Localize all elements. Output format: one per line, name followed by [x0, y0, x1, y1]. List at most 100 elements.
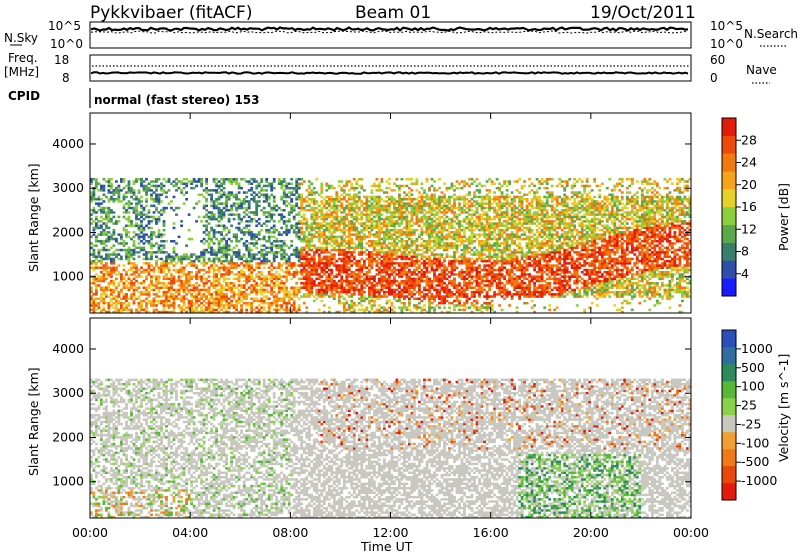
heatmap-cell: [222, 268, 226, 272]
heatmap-cell: [225, 193, 228, 197]
heatmap-cell: [342, 184, 346, 188]
heatmap-cell: [415, 189, 419, 192]
heatmap-cell: [388, 248, 391, 252]
heatmap-cell: [320, 222, 324, 225]
heatmap-cell: [433, 220, 436, 223]
heatmap-cell: [122, 286, 126, 290]
heatmap-cell: [225, 246, 228, 250]
heatmap-cell: [352, 178, 356, 181]
heatmap-cell: [185, 178, 188, 181]
heatmap-cell: [455, 206, 459, 210]
heatmap-cell: [360, 251, 364, 254]
heatmap-cell: [157, 275, 161, 278]
heatmap-cell: [140, 304, 143, 307]
heatmap-cell: [95, 224, 98, 228]
heatmap-cell: [275, 271, 279, 274]
heatmap-cell: [340, 217, 344, 221]
heatmap-cell: [282, 271, 286, 274]
heatmap-cell: [400, 231, 404, 234]
heatmap-cell: [332, 202, 336, 205]
heatmap-cell: [127, 220, 131, 223]
heatmap-cell: [390, 228, 394, 232]
heatmap-cell: [265, 211, 269, 214]
heatmap-cell: [127, 275, 131, 278]
heatmap-cell: [307, 240, 311, 243]
heatmap-cell: [345, 279, 349, 283]
heatmap-cell: [260, 282, 264, 285]
heatmap-cell: [210, 306, 213, 309]
heatmap-cell: [415, 277, 419, 281]
heatmap-cell: [180, 180, 183, 183]
heatmap-cell: [90, 259, 93, 263]
heatmap-cell: [250, 220, 254, 223]
heatmap-cell: [383, 206, 386, 210]
heatmap-cell: [342, 220, 346, 223]
heatmap-cell: [315, 213, 319, 216]
heatmap-cell: [297, 231, 301, 234]
heatmap-cell: [287, 195, 291, 199]
heatmap-cell: [220, 182, 223, 186]
heatmap-cell: [202, 259, 206, 263]
heatmap-cell: [393, 297, 396, 301]
heatmap-cell: [357, 277, 361, 281]
heatmap-cell: [327, 198, 331, 201]
heatmap-cell: [340, 180, 344, 183]
heatmap-cell: [195, 301, 198, 305]
heatmap-cell: [327, 204, 331, 208]
heatmap-cell: [122, 228, 126, 232]
heatmap-cell: [408, 244, 411, 247]
heatmap-cell: [280, 257, 284, 261]
heatmap-cell: [325, 248, 329, 252]
heatmap-cell: [317, 308, 321, 312]
heatmap-cell: [388, 217, 391, 221]
heatmap-cell: [287, 186, 291, 190]
heatmap-cell: [342, 268, 346, 272]
heatmap-cell: [200, 220, 203, 223]
heatmap-cell: [453, 193, 456, 197]
heatmap-cell: [202, 257, 206, 261]
heatmap-cell: [107, 213, 111, 216]
heatmap-cell: [155, 293, 158, 296]
heatmap-cell: [207, 211, 211, 214]
heatmap-cell: [337, 251, 341, 254]
heatmap-cell: [440, 301, 444, 305]
heatmap-cell: [212, 213, 216, 216]
heatmap-cell: [132, 290, 136, 294]
heatmap-cell: [230, 255, 233, 259]
heatmap-cell: [105, 215, 108, 219]
heatmap-cell: [210, 295, 213, 298]
heatmap-cell: [240, 178, 243, 181]
heatmap-cell: [280, 226, 284, 230]
heatmap-cell: [220, 295, 223, 298]
heatmap-cell: [197, 193, 201, 197]
heatmap-cell: [337, 253, 341, 256]
heatmap-cell: [360, 217, 364, 221]
heatmap-cell: [107, 184, 111, 188]
heatmap-cell: [350, 304, 354, 307]
heatmap-cell: [400, 184, 404, 188]
heatmap-cell: [317, 262, 321, 265]
heatmap-cell: [302, 237, 306, 241]
heatmap-cell: [207, 257, 211, 261]
heatmap-cell: [352, 304, 356, 307]
heatmap-cell: [182, 193, 186, 197]
heatmap-cell: [227, 297, 231, 301]
heatmap-cell: [270, 215, 274, 219]
heatmap-cell: [450, 262, 454, 265]
heatmap-cell: [332, 240, 336, 243]
heatmap-cell: [125, 217, 128, 221]
heatmap-cell: [290, 264, 294, 267]
heatmap-cell: [90, 222, 93, 225]
heatmap-cell: [235, 202, 238, 205]
heatmap-cell: [435, 200, 439, 203]
heatmap-cell: [350, 271, 354, 274]
heatmap-cell: [160, 257, 163, 261]
heatmap-cell: [260, 297, 264, 301]
heatmap-cell: [142, 180, 146, 183]
heatmap-cell: [227, 304, 231, 307]
heatmap-cell: [287, 231, 291, 234]
heatmap-cell: [247, 264, 251, 267]
heatmap-cell: [400, 220, 404, 223]
heatmap-cell: [360, 237, 364, 241]
heatmap-cell: [130, 262, 133, 265]
